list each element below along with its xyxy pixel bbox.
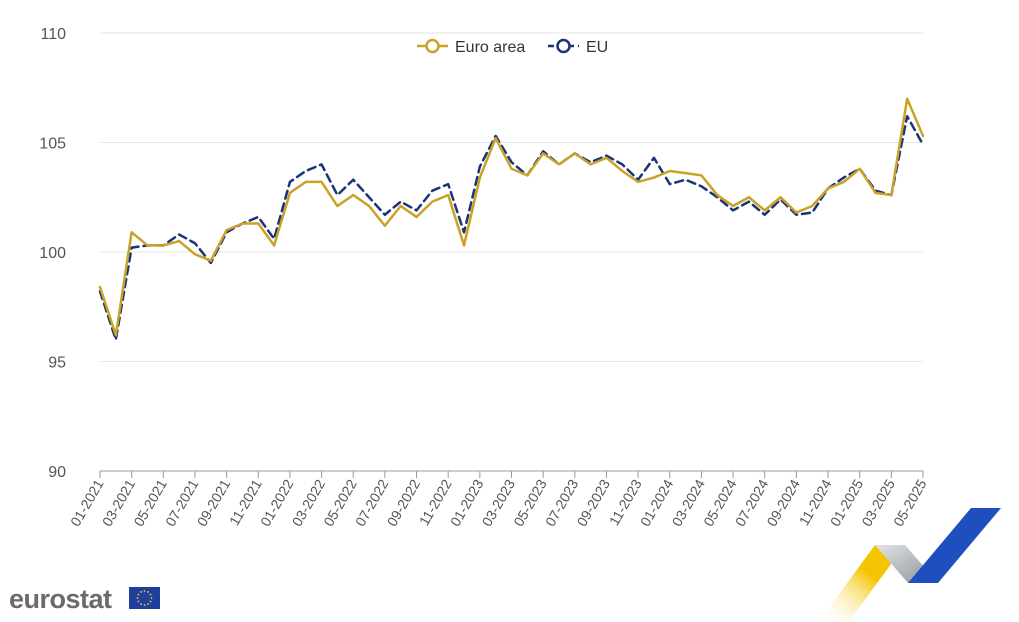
legend-marker-euro-area bbox=[425, 38, 440, 54]
ribbon-yellow bbox=[820, 545, 905, 620]
x-axis: 01-202103-202105-202107-202109-202111-20… bbox=[67, 471, 930, 529]
eu-stars-icon bbox=[136, 590, 153, 606]
y-tick-label: 100 bbox=[39, 245, 66, 262]
flag-star bbox=[149, 600, 152, 603]
series-line-euro-area[interactable] bbox=[98, 97, 925, 337]
y-tick-label: 110 bbox=[40, 26, 66, 43]
legend-marker-eu bbox=[556, 38, 571, 54]
flag-star bbox=[137, 600, 140, 603]
flag-star bbox=[149, 593, 152, 596]
logo-text: eurostat bbox=[9, 584, 112, 614]
y-tick-label: 95 bbox=[48, 355, 66, 372]
eu-flag-icon bbox=[129, 587, 160, 609]
flag-star bbox=[147, 603, 149, 605]
y-tick-label: 90 bbox=[48, 464, 66, 481]
flag-star bbox=[143, 590, 146, 592]
flag-star bbox=[136, 597, 139, 599]
flag-star bbox=[147, 591, 149, 593]
flag-star bbox=[150, 597, 153, 599]
legend-item-euro-area[interactable]: Euro area bbox=[417, 38, 525, 56]
series-line-eu[interactable] bbox=[98, 114, 925, 341]
series-layer bbox=[98, 97, 925, 341]
y-tick-label: 105 bbox=[39, 136, 66, 153]
eurostat-logo: eurostat bbox=[9, 584, 160, 614]
flag-star bbox=[140, 603, 142, 605]
flag-star bbox=[140, 591, 142, 593]
legend-label-euro-area: Euro area bbox=[455, 39, 525, 56]
y-axis: 90 95 100 105 110 bbox=[39, 26, 66, 481]
flag-star bbox=[143, 604, 146, 606]
gridlines bbox=[100, 32, 923, 472]
ribbon-graphic bbox=[820, 508, 1001, 620]
legend[interactable]: Euro area EU bbox=[417, 38, 608, 56]
flag-star bbox=[137, 593, 140, 596]
ribbon-blue bbox=[908, 508, 1001, 583]
legend-label-eu: EU bbox=[586, 39, 608, 56]
legend-item-eu[interactable]: EU bbox=[548, 38, 608, 56]
